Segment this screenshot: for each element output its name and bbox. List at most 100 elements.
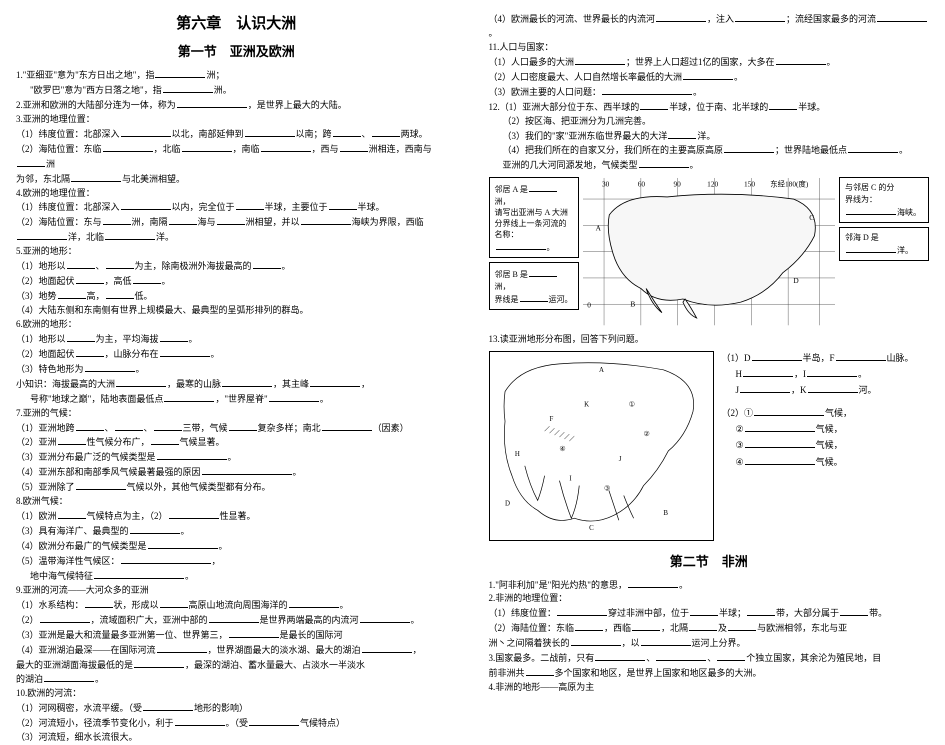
q7-4: （4）亚洲东部和南部季风气候最著最强的原因。 xyxy=(16,465,457,480)
text: （5）亚洲除了 xyxy=(16,482,75,492)
text: 是世界两端最高的内流河 xyxy=(260,615,359,625)
text: 洲。 xyxy=(214,85,232,95)
text: （2）地面起伏 xyxy=(16,349,75,359)
text: 运河上分界。 xyxy=(692,638,746,648)
blank xyxy=(769,100,797,110)
text: （1）D xyxy=(722,353,751,363)
blank xyxy=(157,643,207,653)
q8-4: （5）温带海洋性气候区：， xyxy=(16,554,457,569)
m13-c1: ① xyxy=(628,400,634,408)
blank xyxy=(249,716,299,726)
q6: 6.欧洲的地形： xyxy=(16,318,457,332)
q12-4: （4）把我们所在的自家又分，我们所在的主要高原高原；世界陆地最低点。 xyxy=(489,143,930,158)
q10-1: （1）河网稠密，水流平缓。（受地形的影响） xyxy=(16,701,457,716)
blank xyxy=(121,554,211,564)
blank xyxy=(329,200,357,210)
blank xyxy=(754,406,824,416)
text: 、 xyxy=(105,423,114,433)
text: 7.亚洲的气候： xyxy=(16,408,77,418)
blank xyxy=(106,259,134,269)
m13-b: B xyxy=(663,510,668,517)
text: ，西与 xyxy=(312,144,339,154)
q3: 3.亚洲的地理位置： xyxy=(16,113,457,127)
blank xyxy=(322,421,372,431)
asia-grid-map-icon: A B C D 30 60 90 120 150 东经180(度) 0 xyxy=(583,177,836,326)
q11: 11.人口与国家： xyxy=(489,41,930,55)
m13-c2: ② xyxy=(643,430,649,438)
text: 前非洲共 xyxy=(489,668,525,678)
blank xyxy=(289,598,339,608)
map-label-a: A xyxy=(595,224,601,233)
q13-r3: J，K河。 xyxy=(722,383,930,397)
blank xyxy=(848,143,898,153)
q10: 10.欧洲的河流： xyxy=(16,687,457,701)
text: （1）亚洲地跨 xyxy=(16,423,75,433)
blank xyxy=(236,200,264,210)
q9-4: （4）亚洲湖泊最深——在国际河流，世界湖面最大的淡水湖、最大的湖泊， xyxy=(16,643,457,658)
text: （2）按区海、把亚洲分为几洲完善。 xyxy=(503,116,652,126)
text: 。 xyxy=(136,364,145,374)
lon-60: 60 xyxy=(637,180,645,189)
text: ，山脉分布在 xyxy=(105,349,159,359)
q12: 12.（1）亚洲大部分位于东、西半球的半球，位于南、北半球的半球。 xyxy=(489,100,930,115)
text: 半球。 xyxy=(358,202,385,212)
blank xyxy=(222,377,272,387)
text: （1）地形以 xyxy=(16,334,66,344)
text: 。 xyxy=(489,28,498,38)
blank xyxy=(595,651,645,661)
text: （2）人口密度最大、人口自然增长率最低的大洲 xyxy=(489,72,683,82)
text: 带。 xyxy=(869,608,887,618)
text: 的湖泊 xyxy=(16,674,43,684)
blank xyxy=(121,200,171,210)
blank xyxy=(735,12,785,22)
blank xyxy=(160,598,188,608)
q13-r2: H，I。 xyxy=(722,367,930,381)
text: 4.非洲的地形——高原为主 xyxy=(489,682,595,692)
q5-3: （3）地势高，低。 xyxy=(16,289,457,304)
text: 。 xyxy=(95,674,104,684)
map-label-b: B xyxy=(630,300,635,309)
lat-0: 0 xyxy=(587,301,591,310)
text: 。（受 xyxy=(226,718,249,728)
text: 。 xyxy=(411,615,420,625)
text: 洲， xyxy=(495,197,511,206)
text: （2）亚洲 xyxy=(16,437,57,447)
q7-1: （1）亚洲地跨、、三带，气候复杂多样；南北（因素） xyxy=(16,421,457,436)
box-c: 与邻居 C 的分 界线为： 海峡。 xyxy=(839,177,929,223)
q3-3: 为邻，东北隔与北美洲相望。 xyxy=(16,172,457,187)
blank xyxy=(151,435,179,445)
s2-4: 前非洲共 多个国家和地区，是世界上国家和地区最多的大洲。 xyxy=(489,666,930,681)
blank xyxy=(67,332,95,342)
s2-2: 2.非洲的地理位置： xyxy=(489,592,930,606)
text: 分界线上一条河流的 xyxy=(495,219,567,228)
text: 半岛，F xyxy=(803,353,835,363)
q10-3: （3）河流短，细水长流很大。 xyxy=(16,731,457,745)
text: 海峡。 xyxy=(897,208,921,217)
text: ，K xyxy=(791,385,807,395)
blank xyxy=(103,215,131,225)
text: 名称： xyxy=(495,230,519,239)
text: 为主，平均海拔 xyxy=(96,334,159,344)
text: ， xyxy=(413,645,422,655)
blank xyxy=(134,658,184,668)
blank xyxy=(94,569,184,579)
q7: 7.亚洲的气候： xyxy=(16,407,457,421)
text: 。 xyxy=(293,467,302,477)
text: ② xyxy=(736,424,744,434)
q2: 2.亚洲和欧洲的大陆部分连为一体，称为，是世界上最大的大陆。 xyxy=(16,98,457,113)
text: 多个国家和地区，是世界上国家和地区最多的大洲。 xyxy=(555,668,762,678)
blank xyxy=(529,182,557,192)
blank xyxy=(836,351,886,361)
text: 个独立国家，其余沦为殖民地，目 xyxy=(746,653,881,663)
text: 。 xyxy=(185,571,194,581)
text: 4.欧洲的地理位置： xyxy=(16,188,95,198)
q8-5: 地中海气候特征。 xyxy=(16,569,457,584)
text: 6.欧洲的地形： xyxy=(16,319,77,329)
text: 低。 xyxy=(135,291,153,301)
q9-5: 最大的亚洲湖面海拔最低的是，最深的湖泊、蓄水量最大、占淡水一半淡水 xyxy=(16,658,457,673)
text: 邻海 D 是 xyxy=(845,233,879,242)
text: 海峡为界限，西临 xyxy=(352,217,424,227)
text: （3）亚洲分布最广泛的气候类型是 xyxy=(16,452,156,462)
blank xyxy=(656,12,706,22)
text: （1）河网稠密，水流平缓。（受 xyxy=(16,703,142,713)
